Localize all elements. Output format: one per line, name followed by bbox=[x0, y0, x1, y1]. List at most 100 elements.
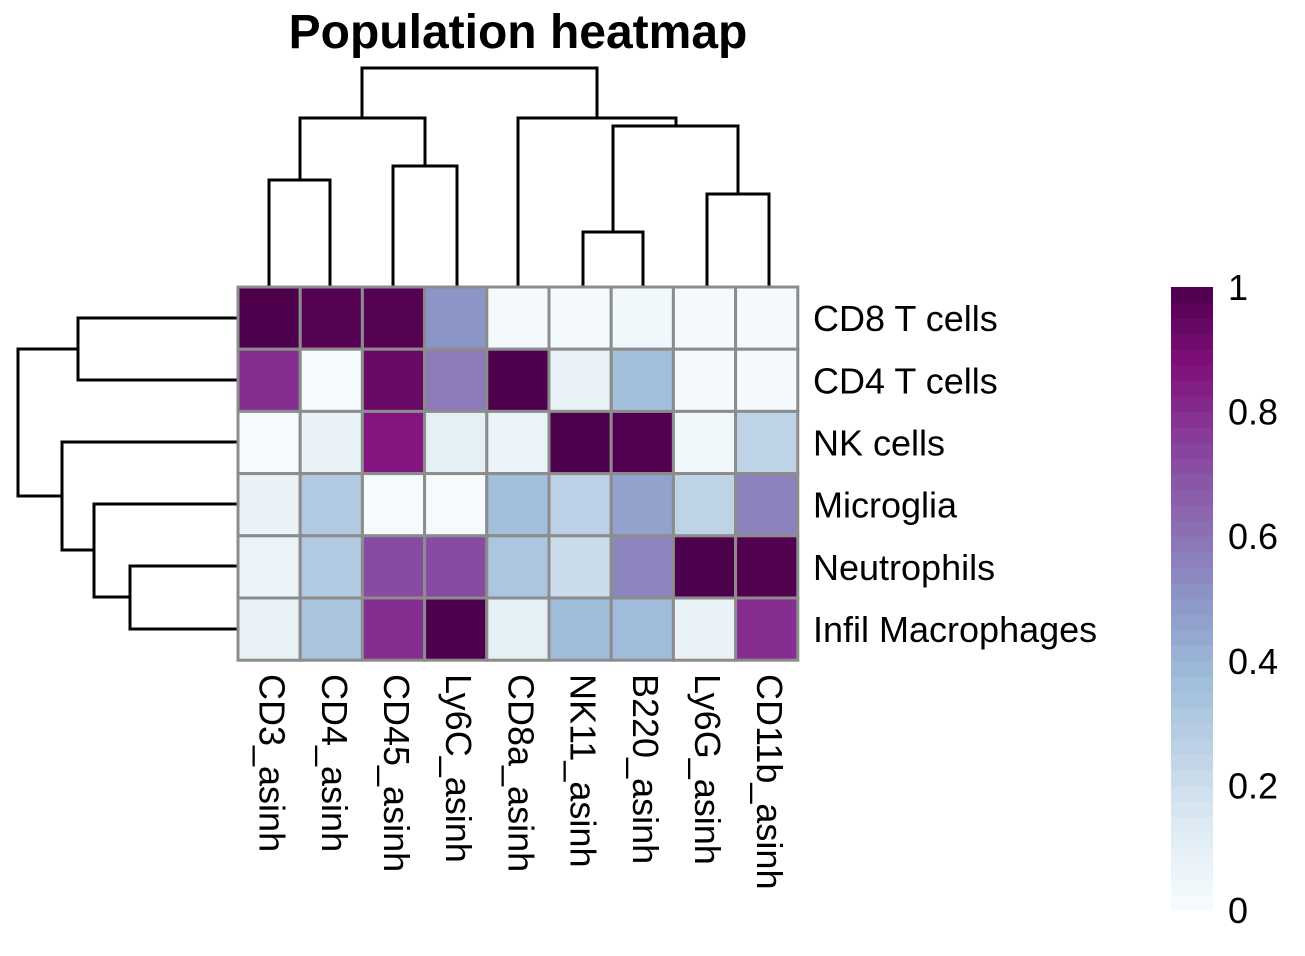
legend-swatch bbox=[1171, 645, 1213, 662]
heatmap-cell bbox=[609, 409, 675, 476]
heatmap-cell bbox=[298, 409, 364, 476]
legend-tick-label: 0 bbox=[1228, 890, 1248, 931]
legend-swatch bbox=[1171, 458, 1213, 475]
legend-swatch bbox=[1171, 520, 1213, 537]
heatmap-cell bbox=[485, 347, 551, 413]
heatmap-cell bbox=[236, 472, 302, 538]
row-dendrogram bbox=[16, 316, 240, 631]
heatmap-cell bbox=[547, 596, 613, 662]
legend-swatch bbox=[1171, 442, 1213, 459]
legend-swatch bbox=[1171, 629, 1213, 646]
heatmap-cell bbox=[423, 472, 489, 538]
heatmap-cell bbox=[609, 285, 675, 351]
heatmap-cell bbox=[547, 534, 613, 600]
legend-swatch bbox=[1171, 411, 1213, 428]
row-dendro-branch bbox=[60, 440, 240, 552]
heatmap-cell bbox=[734, 285, 800, 351]
col-dendro-branch bbox=[611, 124, 740, 234]
legend-swatch bbox=[1171, 473, 1213, 491]
heatmap-cell bbox=[236, 285, 302, 351]
heatmap-cell bbox=[360, 285, 427, 351]
legend-swatch bbox=[1171, 847, 1213, 864]
legend-swatch bbox=[1171, 505, 1213, 522]
legend-swatch bbox=[1171, 614, 1213, 631]
legend-swatch bbox=[1171, 489, 1213, 506]
column-label: CD3_asinh bbox=[252, 674, 293, 852]
heatmap-cell bbox=[671, 409, 738, 476]
legend-swatch bbox=[1171, 723, 1213, 740]
heatmap-cell bbox=[609, 347, 675, 413]
legend-tick-label: 0.4 bbox=[1228, 641, 1278, 682]
heatmap-cell bbox=[734, 472, 800, 538]
chart-title: Population heatmap bbox=[289, 6, 748, 59]
legend-swatch bbox=[1171, 769, 1213, 786]
heatmap-cell bbox=[547, 409, 613, 476]
heatmap-cell bbox=[298, 596, 364, 662]
row-label: CD4 T cells bbox=[813, 360, 998, 401]
heatmap-cell bbox=[423, 285, 489, 351]
legend-swatch bbox=[1171, 738, 1213, 755]
legend-swatch bbox=[1171, 318, 1213, 335]
heatmap-cell bbox=[485, 534, 551, 600]
legend-swatch bbox=[1171, 816, 1213, 833]
heatmap-cell bbox=[298, 534, 364, 600]
legend-swatch bbox=[1171, 785, 1213, 802]
col-dendro-branch bbox=[705, 192, 771, 290]
heatmap-cell bbox=[298, 347, 364, 413]
heatmap-cell bbox=[485, 409, 551, 476]
heatmap-cell bbox=[734, 534, 800, 600]
legend-tick-label: 0.8 bbox=[1228, 392, 1278, 433]
col-dendro-branch bbox=[267, 178, 332, 290]
heatmap-cell bbox=[734, 347, 800, 413]
legend-swatch bbox=[1171, 894, 1213, 911]
legend-swatch bbox=[1171, 878, 1213, 896]
heatmap-cell bbox=[485, 596, 551, 662]
column-label: CD4_asinh bbox=[314, 674, 355, 852]
column-label: CD8a_asinh bbox=[500, 674, 541, 872]
row-dendro-branch bbox=[76, 316, 240, 382]
legend-tick-label: 0.2 bbox=[1228, 765, 1278, 806]
legend-swatch bbox=[1171, 551, 1213, 568]
heatmap-cell bbox=[360, 472, 427, 538]
col-dendro-branch bbox=[516, 116, 678, 290]
legend-swatch bbox=[1171, 364, 1213, 382]
col-dendro-branch bbox=[581, 230, 645, 290]
heatmap-cell bbox=[671, 285, 738, 351]
heatmap-cell bbox=[671, 596, 738, 662]
heatmap-cell bbox=[423, 534, 489, 600]
heatmap-cell bbox=[547, 472, 613, 538]
column-label: NK11_asinh bbox=[563, 674, 604, 867]
heatmap-cell bbox=[360, 596, 427, 662]
heatmap-cell bbox=[298, 472, 364, 538]
col-dendro-branch bbox=[391, 164, 459, 290]
legend-swatch bbox=[1171, 582, 1213, 600]
heatmap-cells bbox=[236, 285, 800, 662]
row-labels: CD8 T cells CD4 T cells NK cells Microglia N… bbox=[813, 298, 1097, 650]
legend-swatch bbox=[1171, 302, 1213, 319]
row-label: Neutrophils bbox=[813, 547, 995, 588]
column-label: Ly6G_asinh bbox=[687, 674, 728, 865]
legend-swatch bbox=[1171, 676, 1213, 693]
column-label: CD11b_asinh bbox=[749, 674, 790, 889]
row-label: NK cells bbox=[813, 423, 945, 464]
legend-tick-label: 0.6 bbox=[1228, 516, 1278, 557]
heatmap-cell bbox=[360, 409, 427, 476]
heatmap-cell bbox=[547, 347, 613, 413]
legend-swatch bbox=[1171, 598, 1213, 615]
legend-swatch bbox=[1171, 287, 1213, 304]
legend-swatch bbox=[1171, 396, 1213, 413]
heatmap-cell bbox=[236, 347, 302, 413]
row-dendro-branch bbox=[92, 502, 240, 599]
legend-swatch bbox=[1171, 567, 1213, 584]
legend-swatch bbox=[1171, 691, 1213, 709]
legend-swatch bbox=[1171, 832, 1213, 849]
heatmap-cell bbox=[485, 285, 551, 351]
heatmap-cell bbox=[423, 409, 489, 476]
row-label: Microglia bbox=[813, 485, 958, 526]
legend-tick-label: 1 bbox=[1228, 267, 1248, 308]
legend-swatch bbox=[1171, 863, 1213, 880]
heatmap-cell bbox=[423, 347, 489, 413]
legend-swatch bbox=[1171, 754, 1213, 771]
legend-swatch bbox=[1171, 536, 1213, 553]
legend-swatch bbox=[1171, 333, 1213, 350]
